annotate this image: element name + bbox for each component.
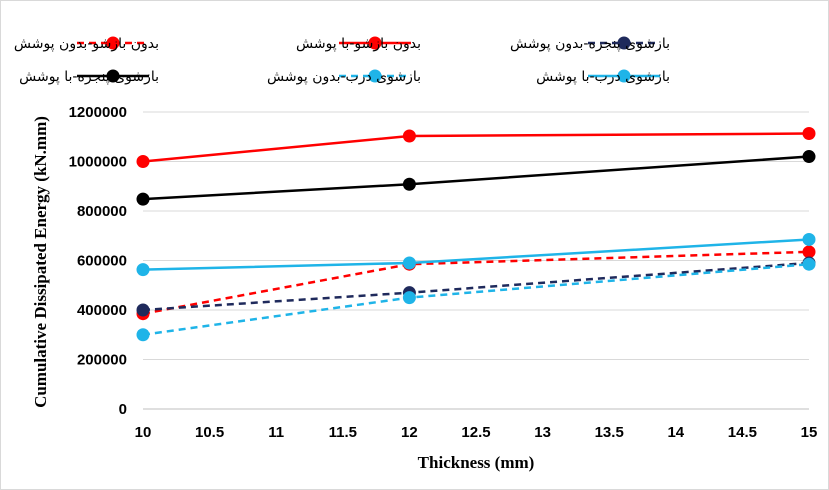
- legend-label: بدون بازشو-بدون پوشش: [14, 36, 159, 52]
- legend-item: بازشوی پنجره-بدون پوشش: [510, 36, 670, 52]
- legend-label: بازشوی پنجره-بدون پوشش: [510, 36, 670, 52]
- legend-item: بدون بازشو-بدون پوشش: [14, 36, 159, 52]
- legend-swatch-marker: [368, 36, 382, 50]
- series-line: [142, 132, 810, 163]
- x-tick-label: 14: [667, 424, 684, 441]
- series-line: [142, 261, 810, 312]
- legend-swatch-marker: [617, 69, 631, 83]
- y-tick-label: 400000: [77, 302, 127, 319]
- series-5: [136, 257, 816, 342]
- gridlines: [143, 111, 809, 360]
- x-axis-title: Thickness (mm): [418, 453, 535, 472]
- legend-swatch-marker: [106, 36, 120, 50]
- data-point: [136, 263, 150, 277]
- legend-item: بازشوی درب-با پوشش: [536, 69, 670, 85]
- legend-swatch-marker: [617, 36, 631, 50]
- y-tick-label: 1200000: [69, 104, 127, 121]
- x-tick-label: 15: [801, 424, 818, 441]
- series-line: [142, 155, 810, 201]
- data-point: [402, 291, 416, 305]
- legend-item: بدون بازشو-با پوشش: [296, 36, 421, 52]
- x-tick-label: 12.5: [461, 424, 490, 441]
- series-6: [136, 232, 816, 277]
- data-point: [802, 150, 816, 164]
- legend-label: بازشوی پنجره-با پوشش: [19, 69, 159, 85]
- series-2: [136, 127, 816, 168]
- series-1: [136, 245, 816, 321]
- x-tick-label: 12: [401, 424, 418, 441]
- y-tick-label: 600000: [77, 253, 127, 270]
- data-point: [802, 257, 816, 271]
- data-point: [802, 232, 816, 246]
- legend-label: بازشوی درب-با پوشش: [536, 69, 670, 85]
- series-4: [136, 150, 816, 206]
- axes: 0 200000 400000 600000 800000 1000000 1200000 1…: [69, 104, 818, 441]
- legend-label: بدون بازشو-با پوشش: [296, 36, 421, 52]
- x-tick-label: 10.5: [195, 424, 224, 441]
- legend-item: بازشوی پنجره-با پوشش: [19, 69, 159, 85]
- data-point: [802, 245, 816, 259]
- y-tick-label: 800000: [77, 203, 127, 220]
- y-tick-label: 0: [119, 401, 127, 418]
- y-tick-label: 1000000: [69, 154, 127, 171]
- y-tick-label: 200000: [77, 352, 127, 369]
- data-point: [402, 129, 416, 143]
- legend-label: بازشوی درب-بدون پوشش: [267, 69, 421, 85]
- data-point: [136, 192, 150, 206]
- data-point: [136, 303, 150, 317]
- legend-swatch-marker: [106, 69, 120, 83]
- y-axis-title: Cumulative Dissipated Energy (kN.mm): [31, 116, 50, 408]
- data-point: [402, 177, 416, 191]
- data-point: [402, 256, 416, 270]
- x-tick-label: 14.5: [728, 424, 757, 441]
- data-point: [802, 127, 816, 141]
- legend: بدون بازشو-بدون پوشش بدون بازشو-با پوشش با…: [14, 36, 670, 85]
- x-tick-label: 13.5: [595, 424, 624, 441]
- series-lines: [136, 127, 816, 342]
- series-line: [142, 262, 810, 336]
- x-tick-label: 11.5: [329, 424, 357, 441]
- legend-item: بازشوی درب-بدون پوشش: [267, 69, 421, 85]
- x-tick-label: 10: [135, 424, 152, 441]
- x-tick-label: 13: [534, 424, 551, 441]
- x-tick-label: 11: [268, 424, 284, 441]
- data-point: [136, 328, 150, 342]
- series-3: [136, 256, 816, 317]
- legend-swatch-marker: [368, 69, 382, 83]
- data-point: [136, 155, 150, 168]
